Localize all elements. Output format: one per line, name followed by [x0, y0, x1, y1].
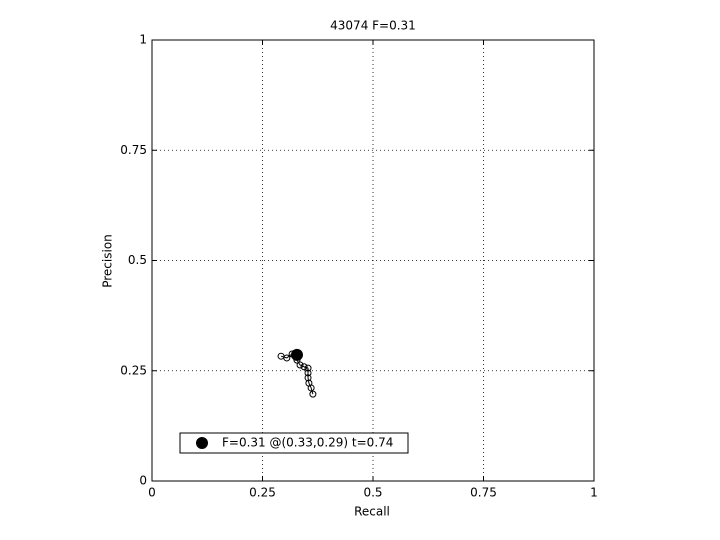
- y-tick-label: 0: [139, 474, 147, 488]
- y-axis-label: Precision: [101, 234, 115, 288]
- point-marker: [283, 354, 291, 362]
- x-axis-label: Recall: [354, 505, 390, 519]
- y-tick-label: 1: [139, 33, 147, 47]
- x-tick-label: 1: [590, 486, 598, 500]
- x-tick-label: 0.75: [470, 486, 497, 500]
- plot-frame: [151, 39, 595, 482]
- point-marker: [309, 390, 317, 398]
- point-marker: [307, 384, 315, 392]
- highlight-point: [290, 348, 303, 361]
- legend-label: F=0.31 @(0.33,0.29) t=0.74: [222, 436, 393, 450]
- point-marker: [296, 361, 304, 369]
- y-tick-label: 0.5: [128, 253, 147, 267]
- legend-marker: [196, 437, 208, 449]
- chart-title: 43074 F=0.31: [330, 19, 416, 33]
- x-tick-label: 0: [148, 486, 156, 500]
- point-marker: [304, 369, 312, 377]
- x-tick-label: 0.5: [363, 486, 382, 500]
- point-marker: [300, 363, 308, 371]
- point-marker: [304, 364, 312, 372]
- x-tick-label: 0.25: [249, 486, 276, 500]
- point-marker: [304, 374, 312, 382]
- legend-box: [179, 432, 409, 454]
- y-tick-label: 0.25: [120, 363, 147, 377]
- y-tick-label: 0.75: [120, 143, 147, 157]
